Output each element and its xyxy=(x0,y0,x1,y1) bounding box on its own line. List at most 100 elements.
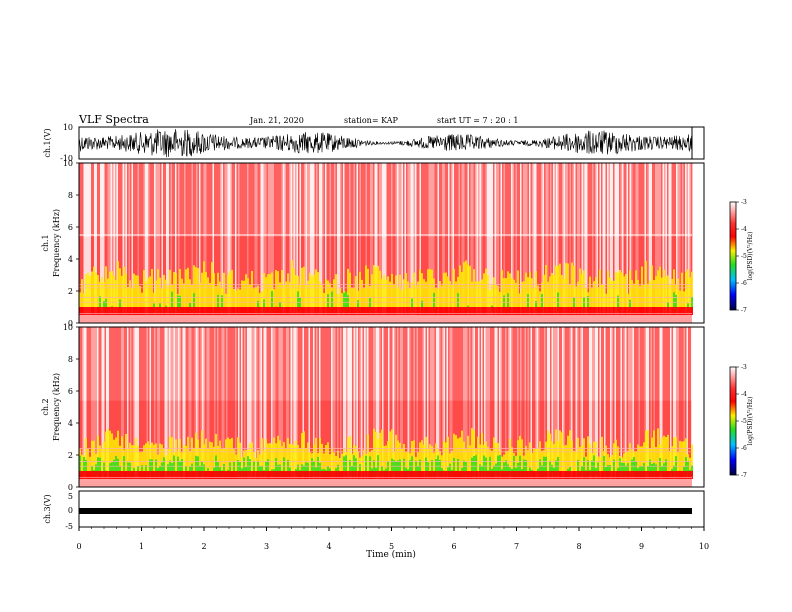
spectrogram-red-low xyxy=(255,307,257,315)
spectrogram-yellow-band xyxy=(323,453,325,471)
spectrogram-yellow-band xyxy=(557,265,559,307)
spectrogram-column xyxy=(103,327,105,479)
spectrogram-column xyxy=(533,327,535,479)
spectrogram-green-band xyxy=(297,291,299,312)
spectrogram-column xyxy=(214,327,216,479)
spectrogram-column xyxy=(307,327,309,479)
spectrogram-red-low xyxy=(597,307,599,315)
spectrogram-column xyxy=(574,163,576,315)
spectrogram-column xyxy=(239,327,241,479)
spectrogram-red-low xyxy=(247,471,249,479)
spectrogram-column xyxy=(424,163,426,315)
spectrogram-column xyxy=(187,327,189,479)
spectrogram-column xyxy=(151,163,153,315)
spectrogram-red-low xyxy=(491,307,493,315)
spectrogram-green-band xyxy=(327,294,329,312)
spectrogram-red-low xyxy=(195,471,197,479)
spectrogram-yellow-band xyxy=(469,265,471,307)
spectrogram-red-low xyxy=(555,307,557,315)
spectrogram-column xyxy=(431,327,433,479)
spectrogram-column xyxy=(632,163,634,315)
spectrogram-red-low xyxy=(273,307,275,315)
spectrogram-column xyxy=(131,163,133,315)
spectrogram-red-low xyxy=(101,307,103,315)
spectrogram-yellow-band xyxy=(387,276,389,307)
spectrogram-column xyxy=(181,163,183,315)
spectrogram-column xyxy=(173,163,175,315)
spectrogram-red-low xyxy=(681,307,683,315)
spectrogram-red-low xyxy=(531,471,533,479)
spectrogram-column xyxy=(511,327,513,479)
spectrogram-red-low xyxy=(311,471,313,479)
spectrogram-column xyxy=(203,327,205,479)
spectrogram-red-low xyxy=(677,307,679,315)
spectrogram-red-low xyxy=(241,307,243,315)
spectrogram-yellow-band xyxy=(315,269,317,307)
spectrogram-red-low xyxy=(585,471,587,479)
spectrogram-green-band xyxy=(577,459,579,476)
spectrogram-yellow-band xyxy=(549,433,551,471)
spectrogram-yellow-band xyxy=(415,285,417,307)
spectrogram-green-band xyxy=(687,461,689,476)
spectrogram-yellow-band xyxy=(505,278,507,307)
spectrogram-column xyxy=(104,327,106,479)
spectrogram-column xyxy=(224,163,226,315)
spectrogram-green-band xyxy=(659,457,661,476)
spectrogram-column xyxy=(638,327,640,479)
spectrogram-red-low xyxy=(395,307,397,315)
spectrogram-column xyxy=(682,327,684,479)
spectrogram-yellow-band xyxy=(129,280,131,307)
spectrogram-column xyxy=(272,163,274,315)
spectrogram-column xyxy=(338,163,340,315)
spectrogram-red-low xyxy=(439,471,441,479)
spectrogram-yellow-band xyxy=(623,276,625,307)
time-tick-label: 10 xyxy=(699,542,709,551)
spectrogram-red-low xyxy=(647,471,649,479)
spectrogram-yellow-band xyxy=(501,456,503,471)
spectrogram-red-low xyxy=(467,307,469,315)
spectrogram-column xyxy=(341,327,343,479)
spectrogram-red-low xyxy=(147,307,149,315)
spectrogram-red-low xyxy=(199,471,201,479)
spectrogram-yellow-band xyxy=(635,270,637,307)
spectrogram-red-low xyxy=(503,307,505,315)
ch1-spectrogram-ylabel-channel: ch.1 xyxy=(41,234,50,251)
spectrogram-yellow-band xyxy=(407,450,409,471)
colorbar-tick-label: -4 xyxy=(741,391,747,398)
spectrogram-red-low xyxy=(253,307,255,315)
spectrogram-column xyxy=(308,163,310,315)
spectrogram-green-band xyxy=(181,459,183,476)
spectrogram-column xyxy=(337,163,339,315)
spectrogram-green-band xyxy=(425,457,427,476)
spectrogram-red-low xyxy=(137,471,139,479)
spectrogram-red-low xyxy=(637,471,639,479)
spectrogram-yellow-band xyxy=(85,437,87,471)
spectrogram-column xyxy=(100,163,102,315)
spectrogram-red-low xyxy=(153,471,155,479)
spectrogram-column xyxy=(667,327,669,479)
spectrogram-red-low xyxy=(289,471,291,479)
spectrogram-yellow-band xyxy=(545,441,547,471)
spectrogram-column xyxy=(115,163,117,315)
time-tick-label: 6 xyxy=(451,542,456,551)
spectrogram-column xyxy=(121,163,123,315)
freq-tick-label: 2 xyxy=(68,287,73,296)
spectrogram-column xyxy=(263,327,265,479)
spectrogram-column xyxy=(394,163,396,315)
spectrogram-column xyxy=(233,163,235,315)
spectrogram-column xyxy=(631,163,633,315)
spectrogram-column xyxy=(220,327,222,479)
spectrogram-yellow-band xyxy=(179,438,181,471)
spectrogram-red-low xyxy=(139,307,141,315)
spectrogram-yellow-band xyxy=(115,280,117,307)
spectrogram-yellow-band xyxy=(509,273,511,307)
spectrogram-column xyxy=(658,163,660,315)
spectrogram-red-low xyxy=(403,471,405,479)
spectrogram-column xyxy=(433,163,435,315)
spectrogram-yellow-band xyxy=(679,290,681,307)
spectrogram-column xyxy=(206,163,208,315)
colorbar-tick-label: -3 xyxy=(741,199,747,206)
spectrogram-yellow-band xyxy=(563,278,565,307)
spectrogram-yellow-band xyxy=(373,265,375,307)
spectrogram-red-low xyxy=(211,471,213,479)
